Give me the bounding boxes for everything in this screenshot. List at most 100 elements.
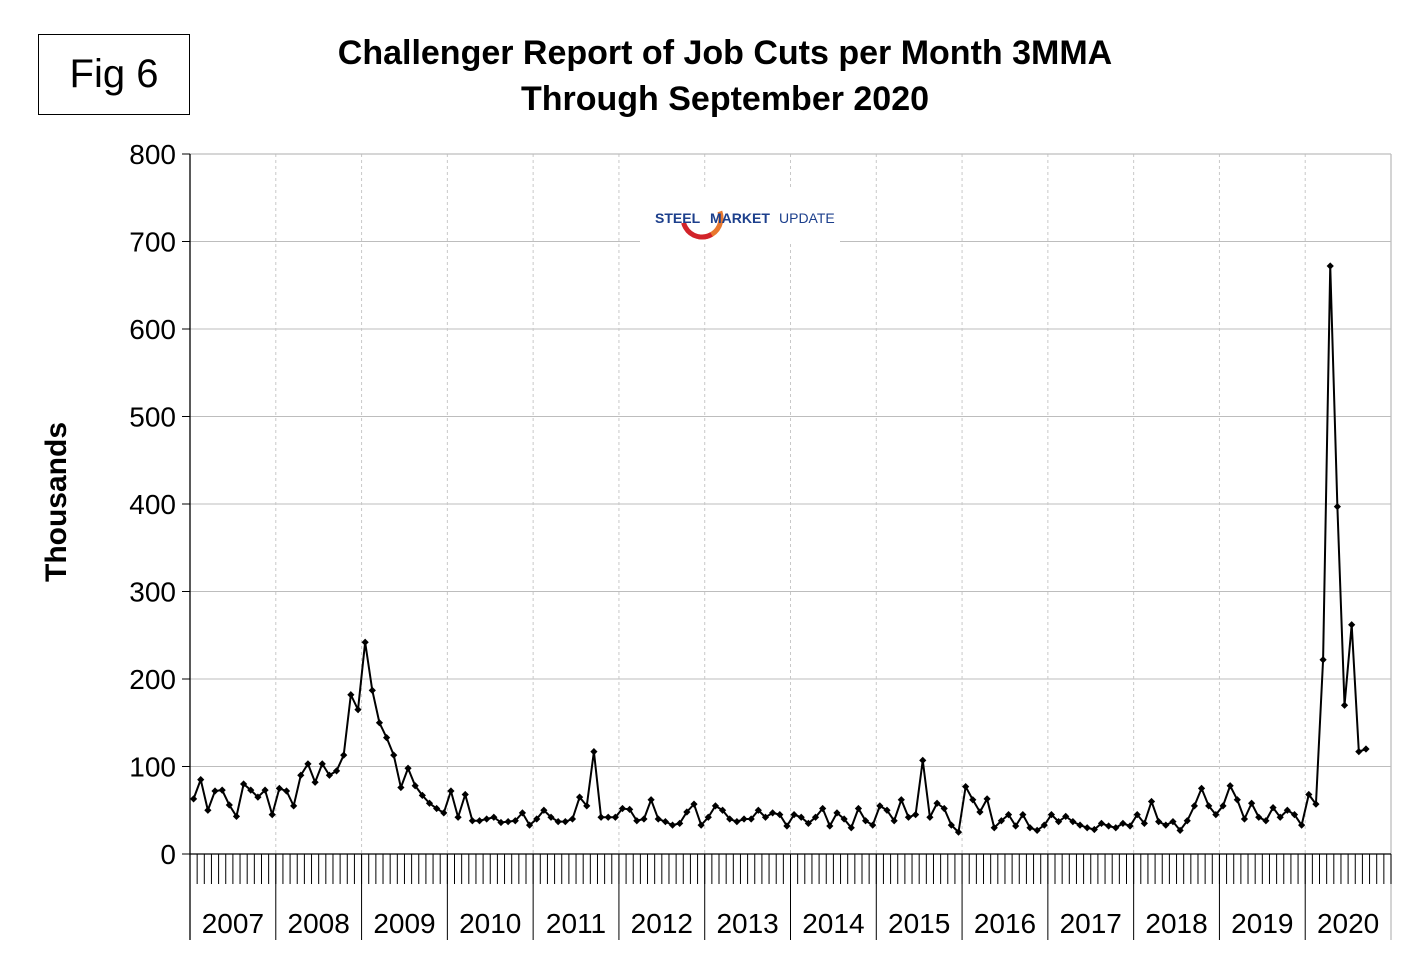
data-point <box>790 811 798 819</box>
data-point <box>1190 802 1199 810</box>
data-point <box>761 813 770 821</box>
data-point <box>733 818 741 826</box>
data-point <box>1033 826 1041 834</box>
data-point <box>833 809 841 817</box>
x-year-label: 2015 <box>888 908 950 939</box>
data-point <box>568 815 577 823</box>
data-point <box>1326 262 1334 270</box>
data-point <box>1233 796 1241 804</box>
axes <box>182 153 1392 940</box>
data-point <box>361 638 369 646</box>
data-point <box>525 821 534 829</box>
data-point <box>347 691 355 699</box>
data-point <box>540 806 548 814</box>
data-point <box>997 817 1005 825</box>
data-point <box>990 824 998 832</box>
x-year-label: 2018 <box>1145 908 1207 939</box>
data-point <box>240 780 248 788</box>
data-point <box>1155 818 1163 826</box>
data-point <box>847 824 855 832</box>
data-point <box>247 786 255 794</box>
chart-title-block: Challenger Report of Job Cuts per Month … <box>230 30 1220 122</box>
y-tick-label: 400 <box>129 489 176 520</box>
data-point <box>840 815 848 823</box>
data-point <box>1197 784 1206 792</box>
data-point <box>1312 800 1320 808</box>
data-point <box>1362 745 1370 753</box>
x-year-label: 2011 <box>546 908 606 939</box>
logo-word-market: MARKET <box>710 210 770 226</box>
data-point <box>890 817 898 825</box>
data-point <box>1004 811 1013 819</box>
y-axis-tick-labels: 0 100 200 300 400 500 600 700 800 <box>129 139 176 870</box>
data-point <box>225 801 233 809</box>
data-point <box>332 767 341 775</box>
data-point <box>797 813 805 821</box>
data-point <box>189 795 198 803</box>
steel-market-update-logo: STEEL MARKET UPDATE <box>640 190 840 242</box>
data-point <box>1040 821 1048 829</box>
data-point <box>375 719 384 727</box>
data-point <box>711 802 720 810</box>
data-point <box>1333 503 1341 511</box>
data-point <box>218 786 226 794</box>
data-point <box>676 819 684 827</box>
data-point <box>304 760 312 768</box>
data-point <box>883 806 891 814</box>
data-point <box>232 812 241 820</box>
data-point <box>497 818 505 827</box>
data-point <box>1176 826 1184 834</box>
data-point <box>626 805 634 813</box>
x-year-label: 2020 <box>1317 908 1379 939</box>
data-point <box>618 804 627 813</box>
y-axis-label: Thousands <box>40 422 73 582</box>
data-point <box>811 813 820 821</box>
data-point <box>1097 819 1106 827</box>
data-point <box>325 771 334 779</box>
data-point <box>483 815 491 823</box>
data-point <box>268 811 276 819</box>
data-point <box>754 806 762 814</box>
figure-label: Fig 6 <box>38 34 190 115</box>
x-axis-year-labels: 2007 2008 2009 2010 2011 2012 2013 2014 2015 2016… <box>202 908 1380 939</box>
data-point <box>1083 824 1091 832</box>
data-point <box>1162 821 1170 829</box>
data-point <box>1276 813 1284 821</box>
data-point <box>1069 818 1077 826</box>
data-point <box>640 815 648 823</box>
data-point <box>919 756 927 764</box>
data-point <box>804 819 812 827</box>
data-point <box>769 809 777 817</box>
data-point <box>340 751 348 759</box>
data-point <box>1054 818 1063 826</box>
data-point <box>425 799 434 807</box>
x-year-label: 2017 <box>1060 908 1122 939</box>
data-point <box>204 806 212 814</box>
data-point <box>983 795 991 803</box>
x-year-label: 2014 <box>802 908 864 939</box>
data-point <box>1262 817 1270 825</box>
x-year-label: 2007 <box>202 908 264 939</box>
data-point <box>382 734 391 742</box>
data-point <box>1255 813 1263 821</box>
chart-subtitle: Through September 2020 <box>520 80 930 118</box>
data-point <box>1205 802 1213 810</box>
data-point <box>1348 621 1356 629</box>
data-point <box>418 791 426 799</box>
data-point <box>440 809 448 817</box>
data-point <box>1355 748 1363 756</box>
data-point <box>518 809 527 817</box>
data-point <box>1283 806 1291 814</box>
data-point <box>747 815 755 823</box>
x-year-label: 2008 <box>288 908 350 939</box>
data-point <box>1140 819 1148 827</box>
data-point <box>554 818 562 826</box>
y-tick-label: 300 <box>129 577 176 608</box>
data-point <box>1147 797 1156 806</box>
data-point <box>704 813 712 821</box>
data-point <box>254 793 262 801</box>
data-point <box>1298 821 1306 829</box>
data-point <box>261 786 269 794</box>
x-year-label: 2019 <box>1231 908 1293 939</box>
